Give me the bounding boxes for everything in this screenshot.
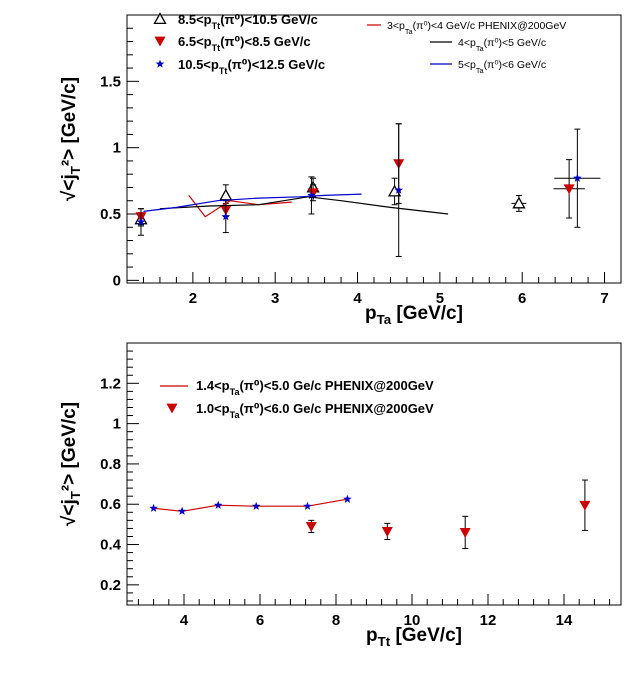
data-point (305, 522, 317, 532)
legend-entry-1: 8.5<pTt(π⁰)<10.5 GeV/c (153, 12, 318, 31)
series-line (153, 498, 348, 512)
y-axis-label-group: √<jT²> [GeV/c] (59, 77, 83, 201)
series-line (188, 195, 292, 218)
data-point (219, 188, 233, 201)
legend-marker (153, 12, 167, 25)
x-tick-label: 14 (556, 612, 573, 629)
chart-panel-1: 2 3 4 5 6 7 0 0.5 1 1.5 pTa [GeV/c] √<jT²> [GeV/c] 8… (59, 12, 622, 327)
x-axis-label: pTt [GeV/c] (366, 625, 462, 649)
data-point (307, 190, 316, 200)
x-tick-label: 4 (353, 290, 362, 307)
legend-entry-4: 3<pTa(π⁰)<4 GeV/c PHENIX@200GeV (367, 20, 566, 36)
data-point (563, 184, 575, 195)
data-point (307, 188, 319, 199)
y-tick-label: 1 (113, 140, 121, 157)
legend-label: 6.5<pTt(π⁰)<8.5 GeV/c (178, 34, 311, 53)
legend-marker (155, 59, 165, 68)
series-6 (143, 193, 362, 212)
legend-entry-2: 1.0<pTa(π⁰)<6.0 Ge/c PHENIX@200GeV (166, 401, 434, 420)
legend-label: 1.4<pTa(π⁰)<5.0 Ge/c PHENIX@200GeV (196, 378, 434, 397)
legend-marker (154, 36, 166, 47)
legend-label: 10.5<pTt(π⁰)<12.5 GeV/c (178, 57, 325, 76)
data-point (573, 173, 582, 182)
y-tick-label: 0 (113, 272, 121, 289)
x-tick-label: 3 (271, 290, 279, 307)
x-tick-label: 6 (518, 290, 526, 307)
x-axis-label: pTa [GeV/c] (365, 303, 463, 327)
x-tick-label: 8 (332, 612, 340, 629)
series-4 (188, 195, 292, 218)
legend-label: 5<pTa(π⁰)<6 GeV/c (458, 59, 546, 75)
y-tick-label: 0.8 (100, 456, 121, 473)
x-tick-label: 12 (480, 612, 497, 629)
data-point (394, 185, 403, 194)
data-point (149, 503, 158, 512)
legend-entry-5: 4<pTa(π⁰)<5 GeV/c (430, 37, 546, 53)
y-tick-label: 1.2 (100, 375, 121, 392)
data-point (343, 494, 352, 503)
series-2 (305, 479, 591, 550)
legend-label: 8.5<pTt(π⁰)<10.5 GeV/c (178, 12, 318, 31)
plot-frame (126, 342, 622, 606)
y-axis-label: √<jT²> [GeV/c] (59, 77, 83, 201)
y-tick-label: 0.5 (100, 206, 121, 223)
series-5 (159, 196, 449, 215)
legend-marker (166, 403, 178, 414)
data-point (136, 217, 146, 226)
x-tick-label: 2 (189, 290, 197, 307)
legend-label: 1.0<pTa(π⁰)<6.0 Ge/c PHENIX@200GeV (196, 401, 434, 420)
data-point (579, 500, 591, 511)
y-tick-label: 0.6 (100, 496, 121, 513)
legend-entry-1: 1.4<pTa(π⁰)<5.0 Ge/c PHENIX@200GeV (160, 378, 434, 397)
series-line (143, 193, 362, 212)
plot-frame (126, 14, 622, 284)
y-tick-label: 0.2 (100, 577, 121, 594)
data-point (303, 501, 312, 510)
series-3 (136, 123, 601, 257)
y-axis-label-group: √<jT²> [GeV/c] (59, 402, 83, 526)
legend-label: 4<pTa(π⁰)<5 GeV/c (458, 37, 546, 53)
chart-panel-2: 4 6 8 10 12 14 0.2 0.4 0.6 0.8 1 1.2 pTt [GeV/c] √<jT… (59, 342, 622, 649)
x-tick-label: 5 (436, 290, 444, 307)
legend-entry-6: 5<pTa(π⁰)<6 GeV/c (430, 59, 546, 75)
series-1 (149, 494, 352, 515)
x-tick-label: 7 (600, 290, 608, 307)
x-tick-label: 10 (404, 612, 421, 629)
data-point (251, 501, 261, 510)
y-tick-label: 1 (113, 416, 121, 433)
legend-entry-2: 6.5<pTt(π⁰)<8.5 GeV/c (154, 34, 311, 53)
y-tick-label: 0.4 (100, 537, 122, 554)
y-tick-label: 1.5 (100, 73, 121, 90)
data-point (177, 506, 187, 515)
data-point (213, 500, 223, 509)
x-tick-label: 6 (256, 612, 264, 629)
legend-entry-3: 10.5<pTt(π⁰)<12.5 GeV/c (155, 57, 325, 76)
legend-label: 3<pTa(π⁰)<4 GeV/c PHENIX@200GeV (387, 20, 566, 36)
series-line (159, 196, 449, 215)
data-point (221, 212, 231, 221)
x-tick-label: 4 (180, 612, 189, 629)
y-axis-label: √<jT²> [GeV/c] (59, 402, 83, 526)
data-point (512, 196, 526, 209)
data-point (459, 528, 471, 538)
data-point (381, 527, 393, 537)
series-2 (135, 123, 585, 226)
